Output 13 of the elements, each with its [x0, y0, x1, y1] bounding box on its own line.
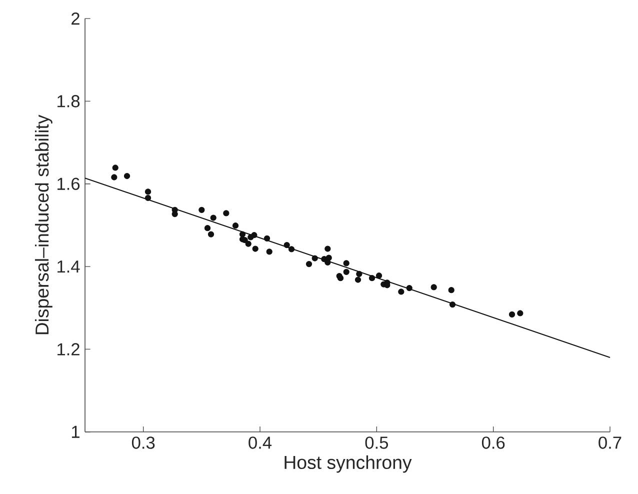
x-tick-label: 0.6: [482, 436, 505, 449]
y-tick-label: 1.4: [58, 260, 80, 273]
x-tick-label: 0.4: [248, 436, 272, 449]
y-tick-label: 1.6: [58, 178, 80, 190]
y-tick-label: 2: [72, 12, 80, 25]
y-axis-title: Dispersal–induced stability: [34, 114, 52, 334]
y-tick-label: 1.2: [58, 343, 80, 356]
x-axis-title: Host synchrony: [284, 455, 412, 473]
x-tick-label: 0.7: [598, 436, 622, 449]
y-tick-label: 1.8: [58, 95, 80, 108]
x-tick-label: 0.3: [132, 436, 155, 449]
x-tick-label: 0.5: [365, 436, 388, 449]
y-tick-label: 1: [72, 426, 80, 438]
